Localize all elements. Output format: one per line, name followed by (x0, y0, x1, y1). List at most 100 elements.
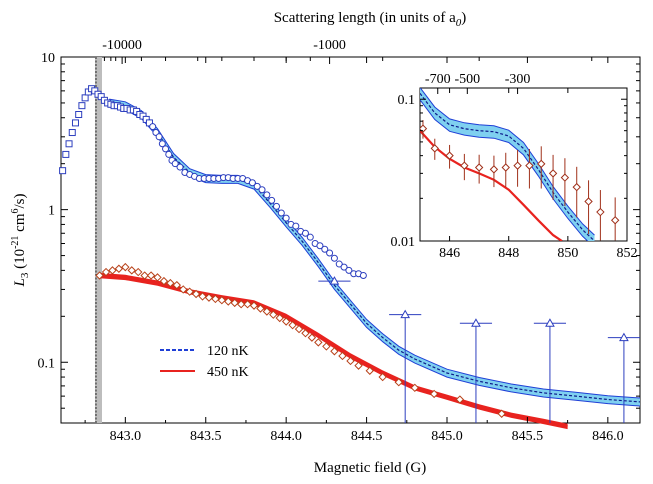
data-point-diamond (410, 383, 420, 393)
x-tick-label: 846.0 (592, 429, 624, 444)
data-point-circle (321, 245, 329, 253)
inset-data-point (445, 151, 454, 160)
fit-curve-450nk (99, 274, 568, 428)
data-point-diamond (140, 271, 149, 280)
top-tick-label: -1000 (313, 38, 346, 53)
data-point-square (75, 111, 83, 119)
data-point-diamond (243, 300, 252, 309)
data-point-diamond (281, 317, 291, 326)
data-point-diamond (307, 333, 317, 342)
data-point-circle (268, 196, 276, 204)
data-point-triangle (400, 309, 411, 319)
resonance-band (94, 57, 102, 423)
y-axis-label: L3 (10-21 cm6/s) (10, 193, 31, 287)
inset-x-tick-label: 846 (439, 246, 460, 261)
inset-data-point (460, 161, 469, 170)
inset-data-point (572, 182, 581, 192)
inset-content: 846 848 850 852 -700 -500 -300 0.1 0.01 (391, 72, 638, 261)
data-point-diamond (198, 292, 207, 301)
inset-data-point (596, 207, 605, 217)
inset-data-point (501, 163, 510, 172)
data-point-circle (277, 209, 285, 217)
data-point-diamond (269, 310, 278, 319)
data-point-diamond (127, 266, 136, 275)
inset-data-point (525, 161, 534, 170)
data-point-diamond (236, 300, 246, 309)
data-point-diamond (275, 313, 284, 323)
data-point-diamond (217, 296, 227, 305)
x-tick-label: 844.0 (270, 429, 302, 444)
inset-plot-area (420, 88, 620, 241)
data-point-diamond (378, 372, 387, 382)
data-point-diamond (179, 285, 188, 294)
resonance-shade (94, 57, 102, 423)
data-point-diamond (153, 273, 162, 282)
legend-label-120nk: 120 nK (207, 344, 249, 359)
fit-upper-120nk (109, 98, 641, 399)
data-point-diamond (224, 297, 233, 306)
inset-data-point (513, 161, 522, 170)
inset-data-point (610, 216, 620, 225)
data-point-diamond (95, 271, 104, 280)
data-point-circle (340, 263, 348, 271)
data-point-circle (359, 272, 367, 280)
y-tick-label: 10 (41, 51, 55, 66)
data-point-circle (253, 182, 261, 190)
data-point-diamond (455, 395, 465, 404)
data-point-square (71, 119, 79, 127)
data-point-diamond (497, 409, 506, 418)
top-axis-ticks: -10000 -1000 (102, 38, 593, 64)
y-axis-ticks: 10 1 0.1 (38, 51, 640, 409)
data-point-diamond (262, 307, 272, 316)
x-tick-label: 843.5 (190, 429, 222, 444)
inset-data-point (430, 144, 439, 153)
data-point-square (65, 140, 73, 148)
y-tick-label: 0.1 (38, 356, 56, 371)
legend-label-450nk: 450 nK (207, 365, 249, 380)
data-point-triangle (471, 318, 481, 327)
data-point-circle (273, 202, 281, 210)
inset-fit-lower-120nk (420, 99, 589, 241)
data-point-circle (301, 229, 309, 237)
data-point-circle (258, 186, 266, 194)
data-point-diamond (314, 338, 323, 347)
data-point-circle (149, 123, 157, 131)
inset-y-tick-label: 0.1 (398, 93, 416, 108)
x-tick-label: 845.0 (431, 429, 463, 444)
data-point-diamond (211, 294, 220, 304)
data-point-diamond (108, 266, 117, 275)
data-point-square (78, 102, 86, 110)
inset-chart: 846 848 850 852 -700 -500 -300 0.1 0.01 (391, 72, 638, 261)
y-tick-label: 1 (48, 204, 55, 219)
inset-frame (419, 87, 628, 242)
inset-fit-upper-120nk (420, 88, 595, 236)
inset-fit-curve-120nk (420, 93, 595, 241)
data-point-diamond (346, 356, 355, 366)
inset-top-tick-label: -500 (454, 72, 480, 87)
data-point-square (59, 167, 67, 175)
data-point-circle (176, 163, 184, 171)
data-point-diamond (133, 267, 143, 277)
data-point-diamond (294, 324, 304, 334)
data-point-circle (306, 233, 314, 241)
plot-frame (60, 56, 641, 424)
top-tick-label: -10000 (102, 38, 142, 53)
data-point-circle (335, 260, 343, 268)
data-point-circle (158, 140, 166, 148)
inset-data-point (560, 173, 570, 182)
data-point-diamond (101, 267, 111, 277)
data-point-circle (282, 214, 290, 222)
data-point-diamond (301, 329, 310, 338)
data-point-triangle (545, 318, 555, 327)
data-point-diamond (114, 264, 124, 273)
data-point-circle (345, 266, 353, 274)
data-point-diamond (256, 304, 265, 313)
data-point-diamond (159, 276, 169, 286)
data-point-diamond (354, 361, 363, 370)
data-point-square (62, 150, 70, 158)
data-point-diamond (338, 351, 347, 361)
legend: 120 nK 450 nK (160, 344, 249, 380)
data-point-diamond (365, 366, 375, 375)
data-point-diamond (322, 342, 331, 351)
